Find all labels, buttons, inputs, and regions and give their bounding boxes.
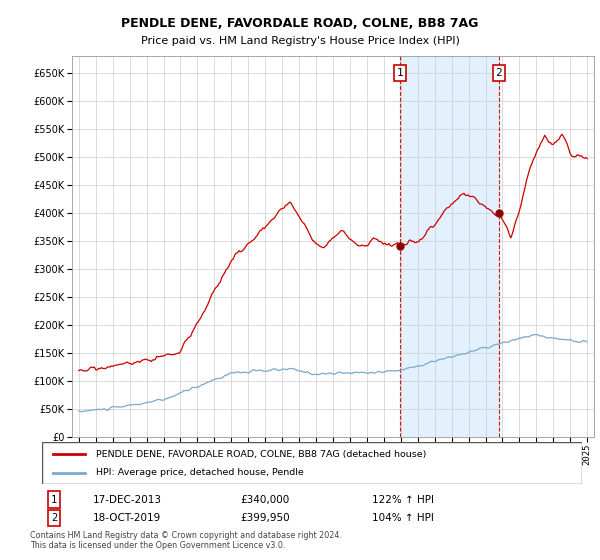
Text: 17-DEC-2013: 17-DEC-2013	[93, 494, 162, 505]
Text: 2: 2	[51, 513, 57, 523]
Text: 2: 2	[496, 68, 502, 78]
Text: PENDLE DENE, FAVORDALE ROAD, COLNE, BB8 7AG: PENDLE DENE, FAVORDALE ROAD, COLNE, BB8 …	[121, 17, 479, 30]
Text: £399,950: £399,950	[240, 513, 290, 523]
Text: HPI: Average price, detached house, Pendle: HPI: Average price, detached house, Pend…	[96, 468, 304, 477]
Bar	[400, 56, 499, 437]
Text: 1: 1	[397, 68, 403, 78]
Text: 122% ↑ HPI: 122% ↑ HPI	[372, 494, 434, 505]
Text: PENDLE DENE, FAVORDALE ROAD, COLNE, BB8 7AG (detached house): PENDLE DENE, FAVORDALE ROAD, COLNE, BB8 …	[96, 450, 427, 459]
Text: 18-OCT-2019: 18-OCT-2019	[93, 513, 161, 523]
Text: Contains HM Land Registry data © Crown copyright and database right 2024.
This d: Contains HM Land Registry data © Crown c…	[30, 530, 342, 550]
Text: £340,000: £340,000	[240, 494, 289, 505]
Text: 104% ↑ HPI: 104% ↑ HPI	[372, 513, 434, 523]
FancyBboxPatch shape	[42, 442, 582, 484]
Text: 1: 1	[51, 494, 57, 505]
Text: Price paid vs. HM Land Registry's House Price Index (HPI): Price paid vs. HM Land Registry's House …	[140, 36, 460, 46]
